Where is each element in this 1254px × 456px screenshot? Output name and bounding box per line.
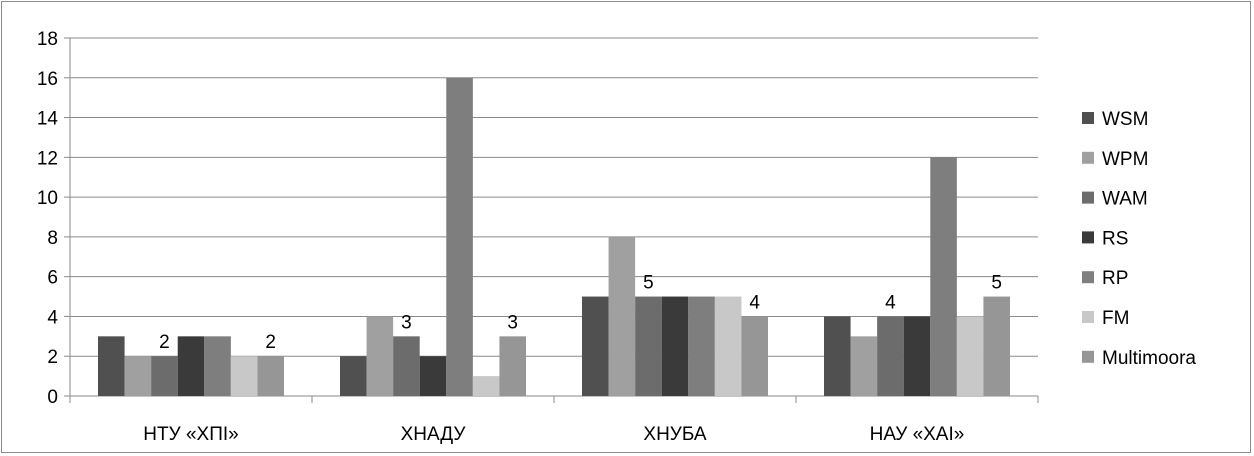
legend-swatch — [1082, 151, 1094, 164]
legend-swatch — [1082, 191, 1094, 204]
legend-swatch — [1082, 311, 1094, 323]
legend-label: WPM — [1102, 149, 1148, 170]
bar-fm — [230, 356, 258, 396]
bar-multimoora — [257, 356, 284, 396]
bar-rs — [419, 356, 447, 396]
bar-multimoora — [499, 336, 526, 396]
y-tick-label: 0 — [47, 387, 58, 408]
y-tick-label: 10 — [37, 188, 58, 209]
data-label: 2 — [265, 332, 276, 353]
bar-rs — [903, 316, 931, 396]
y-tick-label: 4 — [47, 307, 58, 328]
bar-rp — [446, 77, 473, 397]
data-label: 3 — [507, 312, 518, 333]
data-label: 4 — [885, 292, 896, 313]
bar-multimoora — [741, 316, 768, 396]
category-label: ХНУБА — [643, 424, 707, 445]
category-label: НТУ «ХПІ» — [143, 424, 238, 445]
data-label: 3 — [401, 312, 412, 333]
legend-label: WAM — [1102, 189, 1148, 210]
bar-fm — [472, 376, 500, 396]
bar-rs — [661, 296, 689, 396]
y-tick-label: 16 — [37, 69, 58, 90]
legend-label: RP — [1102, 268, 1128, 289]
bar-wam — [635, 296, 662, 396]
bar-fm — [956, 316, 984, 396]
bar-wsm — [340, 356, 367, 396]
legend-swatch — [1082, 231, 1094, 244]
bar-wpm — [366, 316, 394, 396]
bar-wpm — [124, 356, 152, 396]
y-tick-label: 18 — [37, 29, 58, 50]
bar-rp — [930, 157, 957, 396]
bar-wpm — [608, 236, 636, 396]
legend-swatch — [1082, 112, 1094, 124]
data-label: 5 — [991, 273, 1002, 294]
y-tick-label: 2 — [47, 347, 58, 368]
bar-wam — [151, 356, 178, 396]
bar-rp — [688, 296, 715, 396]
bar-fm — [714, 296, 742, 396]
bar-wsm — [824, 316, 851, 396]
bar-wsm — [582, 296, 609, 396]
y-tick-label: 8 — [47, 228, 58, 249]
legend-label: Multimoora — [1102, 348, 1196, 369]
bar-wam — [393, 336, 420, 396]
y-tick-label: 12 — [37, 148, 58, 169]
bar-wsm — [98, 336, 125, 396]
category-label: ХНАДУ — [401, 424, 467, 445]
y-tick-label: 14 — [37, 109, 59, 130]
bar-wpm — [850, 336, 878, 396]
bar-rp — [204, 336, 231, 396]
legend-swatch — [1082, 271, 1094, 284]
y-tick-label: 6 — [47, 268, 58, 289]
legend-swatch — [1082, 350, 1094, 363]
legend-label: FM — [1102, 308, 1129, 329]
data-label: 2 — [159, 332, 170, 353]
data-label: 5 — [643, 273, 654, 294]
bar-rs — [177, 336, 205, 396]
bar-wam — [877, 316, 904, 396]
bar-multimoora — [983, 296, 1010, 396]
legend-label: WSM — [1102, 109, 1148, 130]
category-label: НАУ «ХАІ» — [870, 424, 965, 445]
legend-label: RS — [1102, 228, 1128, 249]
data-label: 4 — [749, 292, 760, 313]
